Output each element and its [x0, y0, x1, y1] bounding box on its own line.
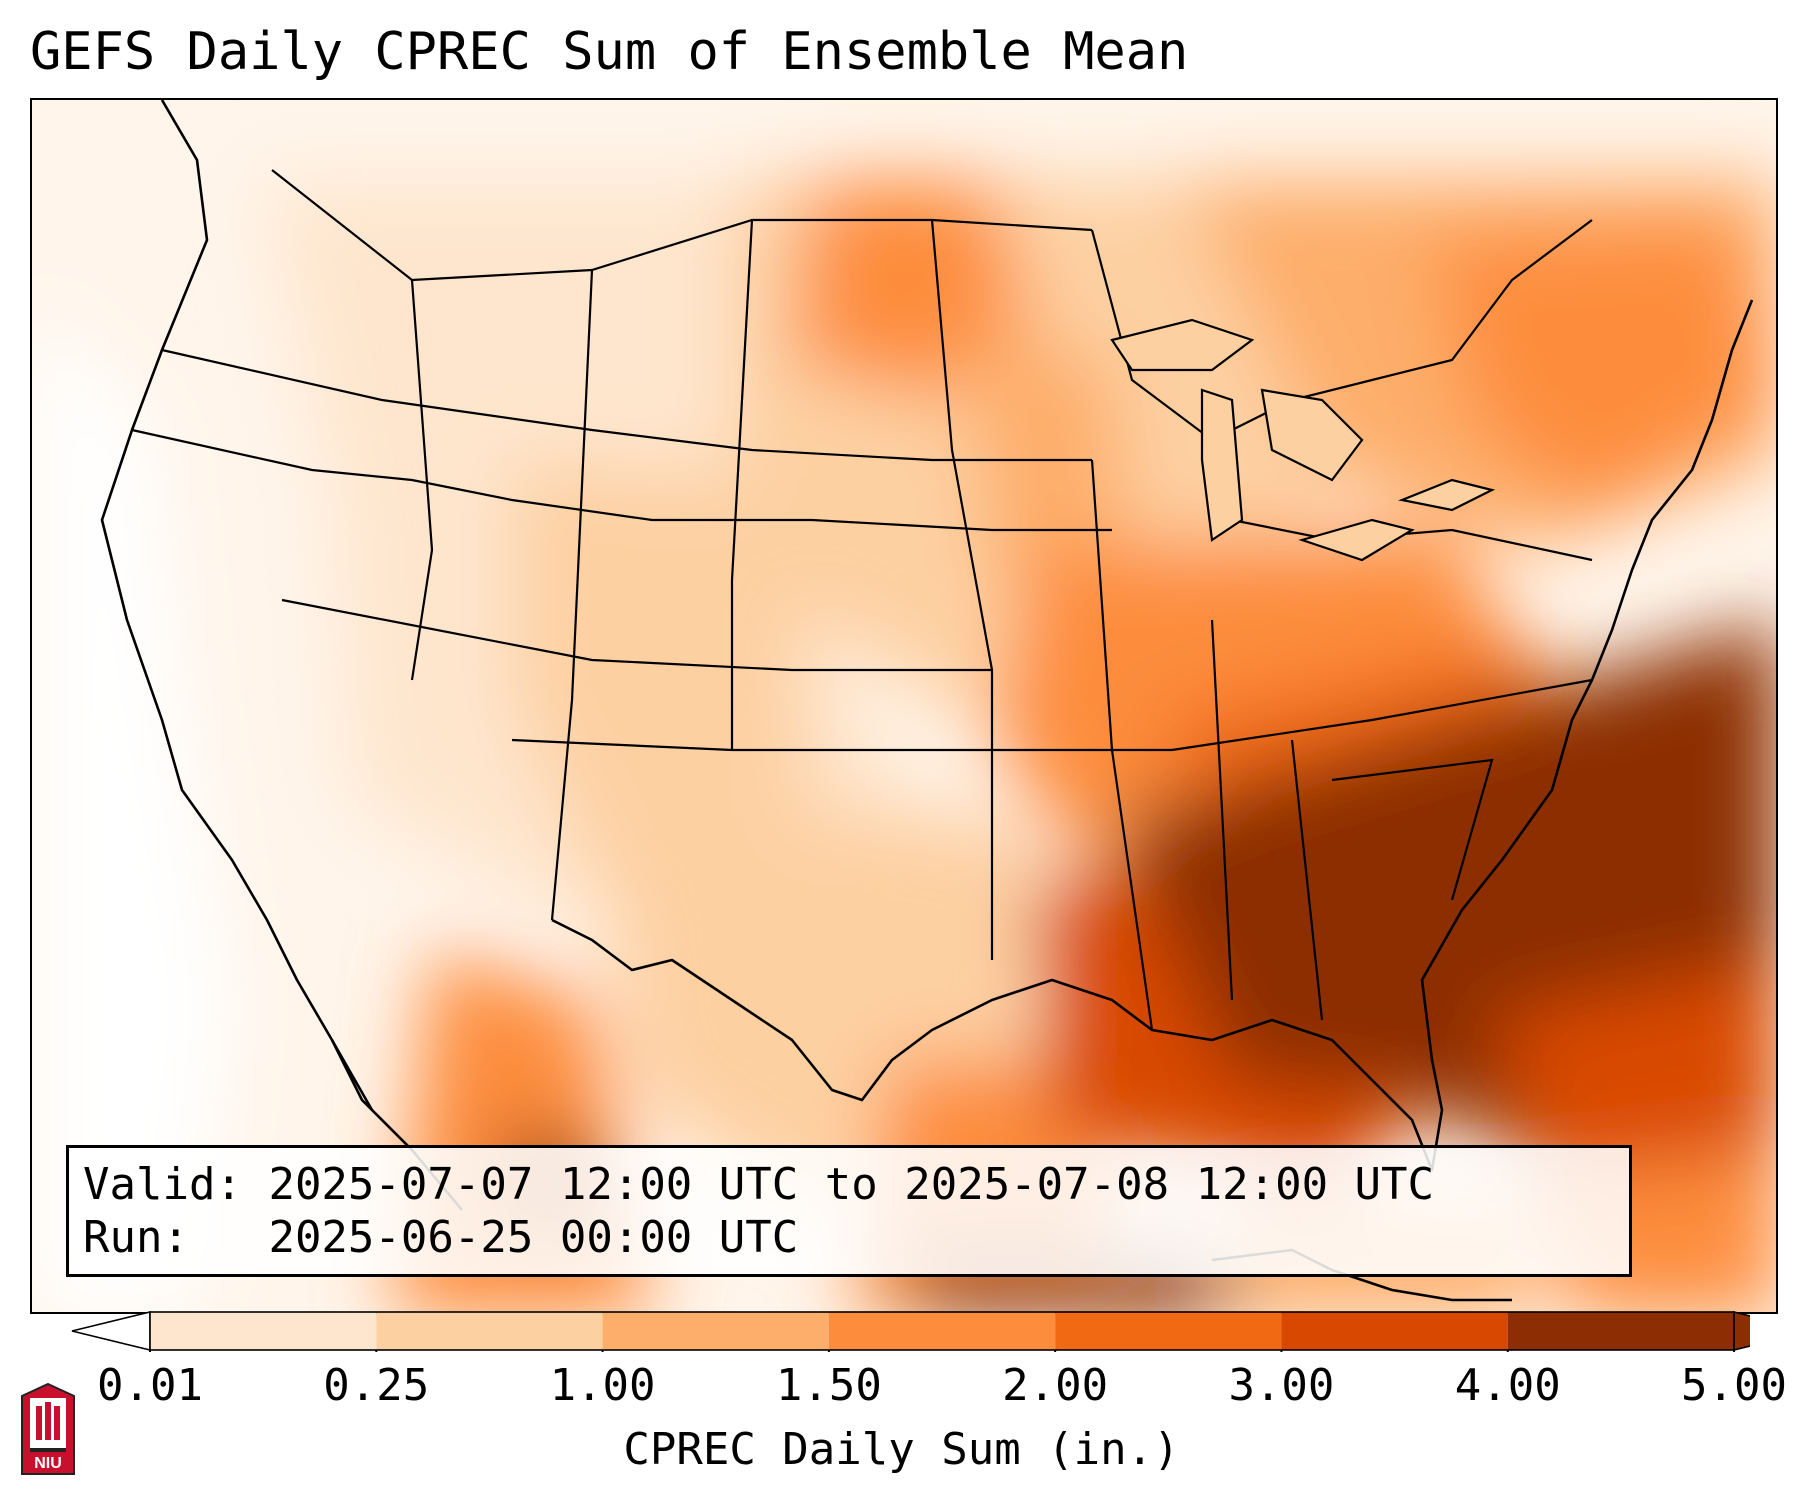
niu-logo-text: NIU — [34, 1455, 62, 1472]
colorbar-tick-label: 5.00 — [1681, 1360, 1787, 1411]
colorbar-tick-label: 3.00 — [1228, 1360, 1335, 1411]
colorbar-segment — [1281, 1312, 1508, 1350]
colorbar-tick-label: 4.00 — [1454, 1360, 1561, 1411]
valid-value: 2025-07-07 12:00 UTC to 2025-07-08 12:00… — [268, 1159, 1435, 1210]
colorbar-label: CPREC Daily Sum (in.) — [623, 1424, 1180, 1475]
colorbar-under-extension — [71, 1310, 151, 1352]
colorbar-segments — [149, 1311, 1735, 1352]
colorbar-tick-label: 0.01 — [97, 1360, 203, 1411]
map-title: GEFS Daily CPREC Sum of Ensemble Mean — [30, 22, 1189, 82]
colorbar-segment — [150, 1312, 377, 1350]
colorbar-segment — [1507, 1312, 1734, 1350]
great-lakes — [1110, 318, 1496, 562]
colorbar-tick-label: 0.25 — [323, 1360, 430, 1411]
map-canvas — [32, 100, 1776, 1312]
colorbar-tick-label: 2.00 — [1002, 1360, 1109, 1411]
colorbar-tick-label: 1.00 — [549, 1360, 656, 1411]
colorbar-tick-label: 1.50 — [775, 1360, 882, 1411]
run-value: 2025-06-25 00:00 UTC — [268, 1212, 799, 1263]
state-boundaries — [131, 169, 1593, 1031]
colorbar-segment — [602, 1312, 829, 1350]
valid-run-info: Valid: 2025-07-07 12:00 UTC to 2025-07-0… — [66, 1145, 1632, 1277]
valid-label: Valid: — [83, 1159, 242, 1210]
precipitation-map[interactable] — [30, 98, 1778, 1314]
run-label: Run: — [83, 1212, 189, 1263]
colorbar-segment — [1055, 1312, 1282, 1350]
colorbar-segment — [828, 1312, 1056, 1350]
colorbar-over-extension — [1733, 1310, 1750, 1352]
colorbar — [71, 1310, 1750, 1352]
colorbar-segment — [376, 1312, 603, 1350]
niu-logo: NIU — [21, 1382, 75, 1475]
